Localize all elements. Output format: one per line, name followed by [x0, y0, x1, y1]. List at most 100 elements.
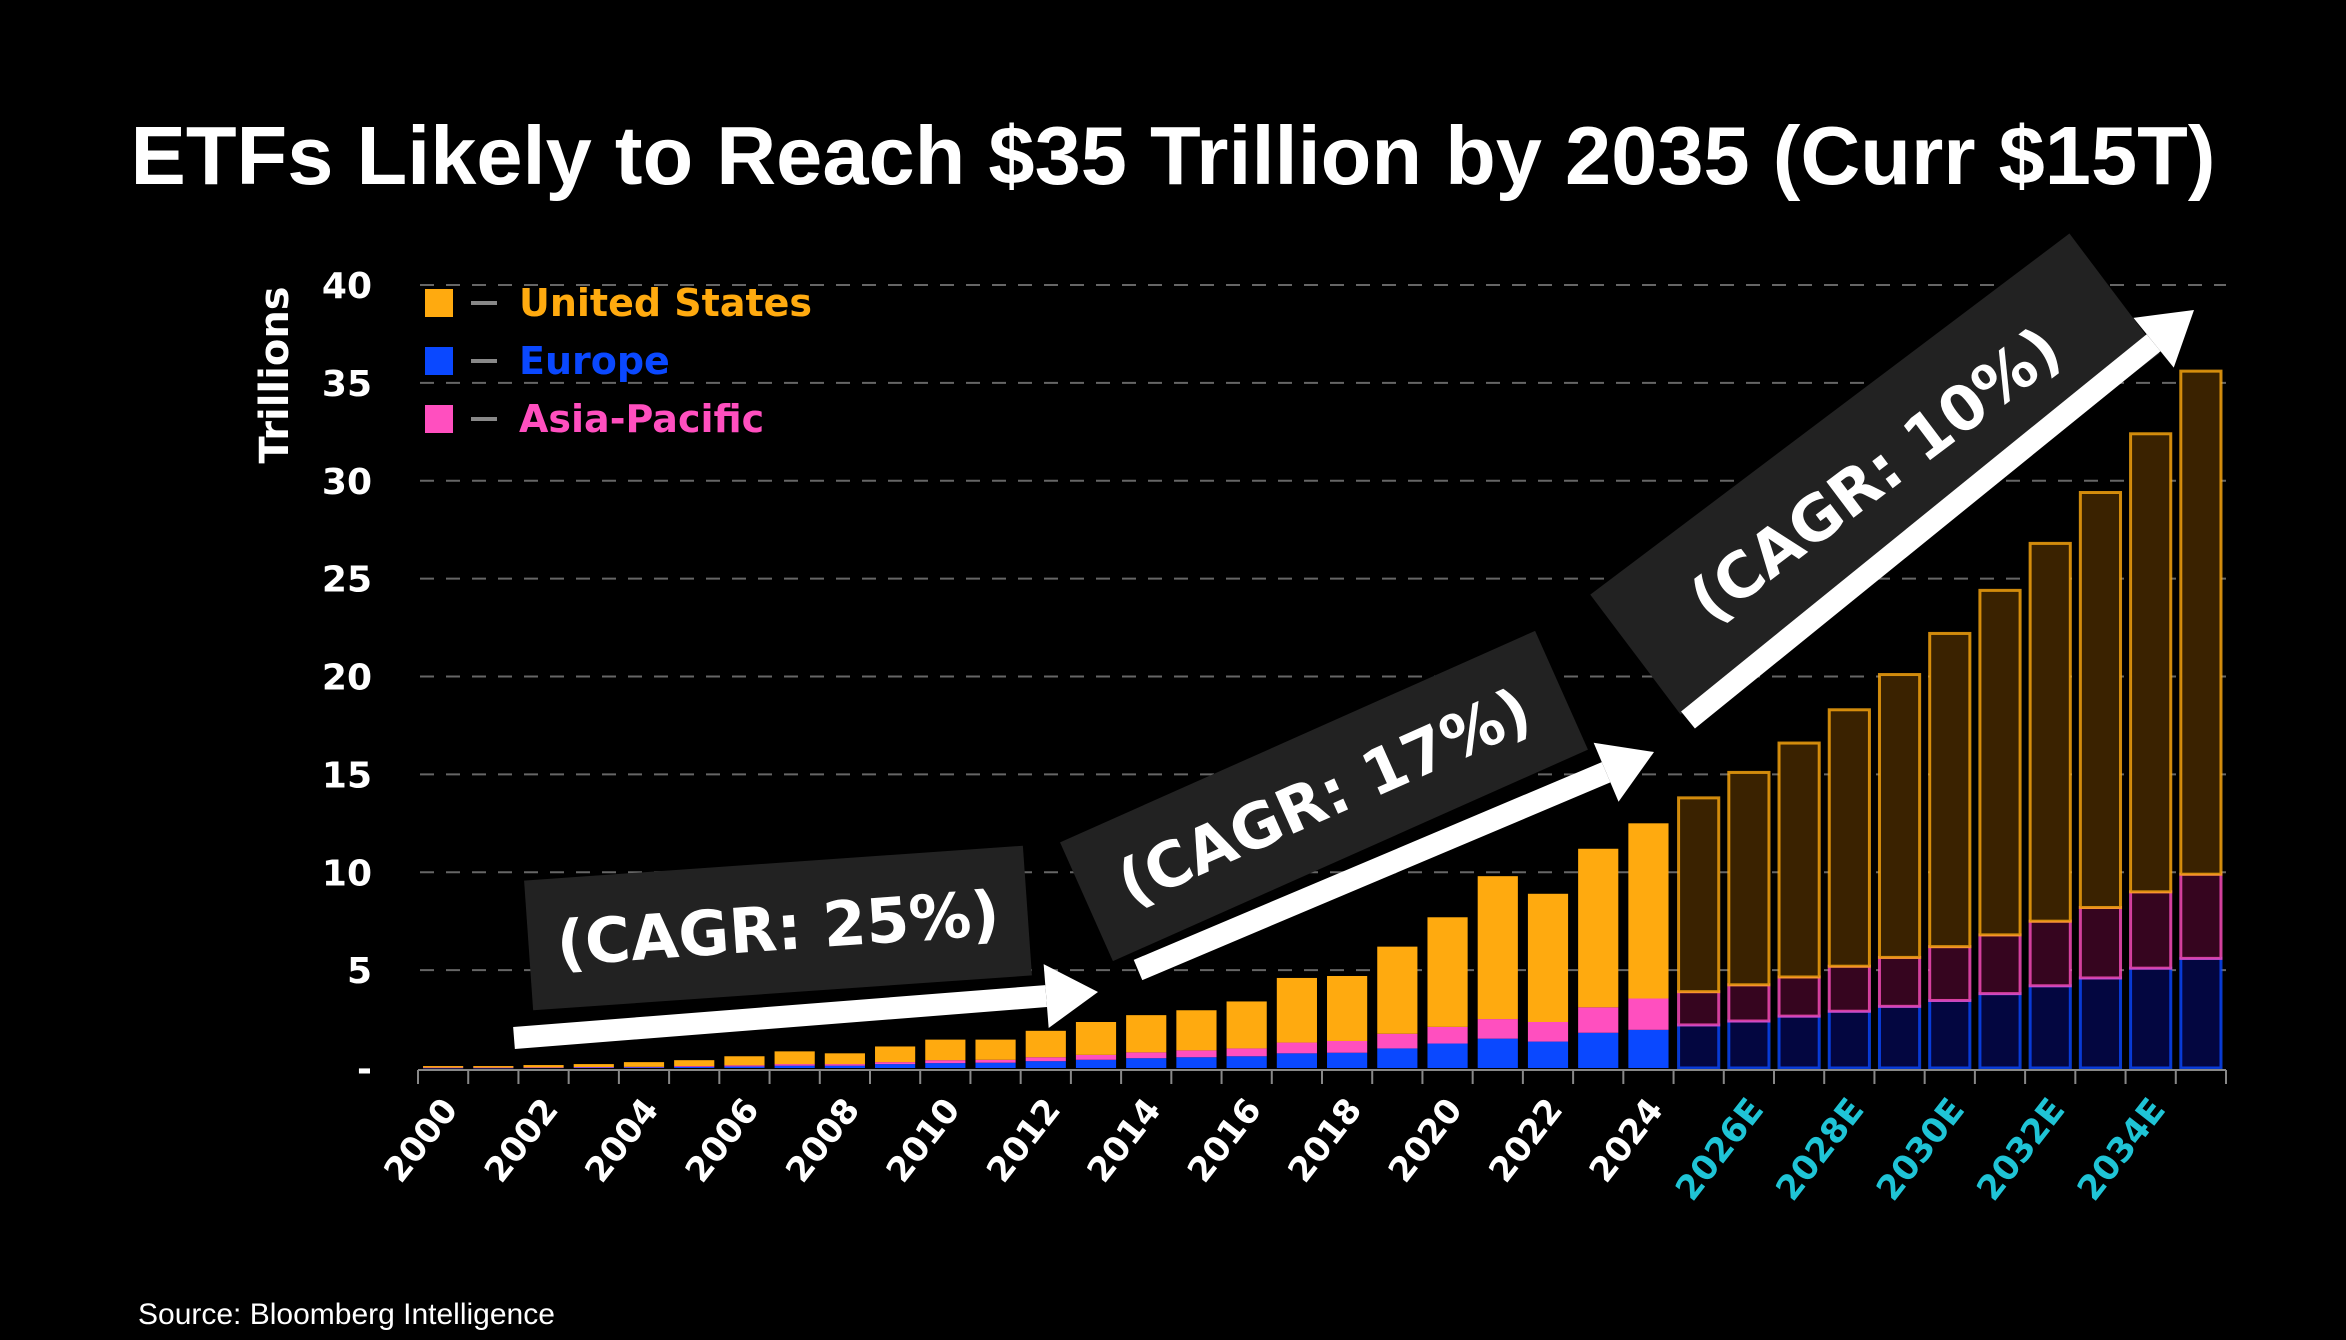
bar-asia-pacific-2025E	[1677, 990, 1721, 1027]
y-tick-label: 40	[322, 266, 372, 307]
x-tick-label: 2030E	[1869, 1091, 1973, 1209]
bar-asia-pacific-2018	[1327, 1040, 1368, 1053]
legend-swatch-united-states	[425, 289, 453, 317]
x-tick-label: 2014	[1080, 1091, 1170, 1190]
bar-asia-pacific-2013	[1075, 1054, 1117, 1060]
annotation-box	[1590, 233, 2160, 715]
bar-europe-2035E	[2179, 956, 2223, 1070]
bar-asia-pacific-2008	[824, 1064, 865, 1066]
bar-asia-pacific-2004	[623, 1066, 665, 1068]
y-tick-label: 15	[322, 755, 372, 796]
bar-europe-2032E	[2028, 984, 2072, 1070]
bar-united-states-2003	[573, 1064, 614, 1068]
y-tick-label: 10	[322, 853, 372, 894]
bar-europe-2005	[674, 1066, 715, 1068]
bar-europe-2009	[875, 1064, 916, 1068]
bar-europe-2010	[925, 1063, 966, 1068]
y-tick-label: 25	[322, 560, 372, 601]
bar-asia-pacific-2027E	[1777, 975, 1821, 1018]
bar-europe-2028E	[1827, 1009, 1871, 1070]
bar-united-states-2030E	[1928, 631, 1972, 949]
bar-asia-pacific-2035E	[2179, 872, 2223, 960]
bar-asia-pacific-2020	[1427, 1026, 1468, 1044]
bar-europe-2031E	[1978, 992, 2022, 1070]
bar-europe-2034E	[2129, 966, 2173, 1070]
bar-united-states-2024	[1628, 823, 1669, 999]
bar-asia-pacific-2003	[573, 1067, 614, 1068]
bar-europe-2004	[623, 1067, 665, 1068]
bar-united-states-2025E	[1677, 796, 1721, 994]
bar-europe-2006	[724, 1066, 765, 1068]
annotation-cagr-10: (CAGR: 10%)	[1590, 233, 2160, 715]
bar-united-states-2008	[824, 1053, 865, 1065]
bar-asia-pacific-2015	[1176, 1050, 1217, 1058]
bar-united-states-2016	[1226, 1001, 1267, 1049]
legend-label-europe: Europe	[519, 339, 670, 383]
bar-asia-pacific-2032E	[2028, 919, 2072, 988]
bar-europe-2025E	[1677, 1023, 1721, 1070]
x-tick-label: 2002	[477, 1091, 567, 1190]
x-tick-label: 2006	[678, 1091, 768, 1190]
bar-europe-2019	[1377, 1048, 1418, 1068]
bar-europe-2008	[824, 1065, 865, 1068]
x-tick-label: 2004	[577, 1091, 667, 1190]
bar-united-states-2035E	[2179, 369, 2223, 876]
bar-europe-2007	[774, 1065, 815, 1068]
bar-europe-2030E	[1928, 998, 1972, 1070]
legend-dash	[471, 417, 497, 421]
y-tick-label: 5	[347, 951, 372, 992]
bar-united-states-2023	[1578, 848, 1619, 1008]
arrow-cagr-10-shaft	[1681, 334, 2161, 729]
y-tick-label: 35	[322, 364, 372, 405]
arrow-cagr-17-shaft	[1133, 762, 1611, 981]
bar-united-states-2029E	[1877, 673, 1922, 959]
bar-united-states-2017	[1276, 977, 1317, 1043]
annotation-box	[524, 845, 1032, 1011]
bar-united-states-2009	[875, 1046, 916, 1063]
bar-europe-2003	[573, 1067, 614, 1068]
bar-united-states-2006	[724, 1056, 765, 1066]
bar-asia-pacific-2000	[423, 1067, 464, 1069]
bar-united-states-2020	[1427, 917, 1468, 1027]
bar-asia-pacific-2010	[925, 1060, 966, 1064]
bar-asia-pacific-2007	[774, 1064, 815, 1066]
x-tick-label: 2016	[1180, 1091, 1270, 1190]
bar-asia-pacific-2009	[875, 1062, 916, 1065]
annotation-box	[1060, 630, 1588, 962]
legend-label-asia-pacific: Asia-Pacific	[519, 397, 765, 441]
bar-asia-pacific-2033E	[2078, 905, 2123, 980]
bar-europe-2021	[1477, 1038, 1518, 1068]
bar-united-states-2033E	[2078, 490, 2123, 909]
x-tick-label: 2032E	[1969, 1091, 2073, 1209]
bar-europe-2018	[1327, 1052, 1368, 1068]
bar-europe-2033E	[2078, 976, 2123, 1070]
bar-europe-2016	[1226, 1056, 1267, 1068]
bar-asia-pacific-2012	[1025, 1057, 1066, 1062]
legend-item-europe: Europe	[425, 339, 670, 383]
legend-swatch-asia-pacific	[425, 405, 453, 433]
bar-united-states-2018	[1327, 975, 1368, 1041]
bar-united-states-2032E	[2028, 541, 2072, 923]
x-tick-label: 2028E	[1768, 1091, 1872, 1209]
bar-europe-2015	[1176, 1057, 1217, 1068]
legend-item-united-states: United States	[425, 281, 812, 325]
x-tick-label: 2000	[376, 1091, 466, 1190]
bar-asia-pacific-2011	[975, 1059, 1016, 1063]
bar-asia-pacific-2034E	[2129, 890, 2173, 970]
bar-asia-pacific-2023	[1578, 1007, 1619, 1033]
bar-united-states-2015	[1176, 1010, 1217, 1051]
bar-united-states-2027E	[1777, 741, 1821, 979]
bar-europe-2022	[1527, 1041, 1569, 1068]
bar-united-states-2011	[975, 1039, 1016, 1060]
bar-europe-2020	[1427, 1043, 1468, 1068]
bar-asia-pacific-2002	[523, 1067, 564, 1068]
y-axis-title: Trillions	[252, 286, 298, 463]
x-tick-label: 2008	[778, 1091, 868, 1190]
y-tick-label: -	[357, 1049, 372, 1090]
bar-united-states-2002	[523, 1065, 564, 1068]
x-tick-label: 2026E	[1668, 1091, 1772, 1209]
bar-europe-2029E	[1877, 1004, 1922, 1070]
bar-europe-2013	[1075, 1059, 1117, 1068]
bar-europe-2014	[1126, 1058, 1167, 1068]
bar-united-states-2013	[1075, 1021, 1117, 1055]
